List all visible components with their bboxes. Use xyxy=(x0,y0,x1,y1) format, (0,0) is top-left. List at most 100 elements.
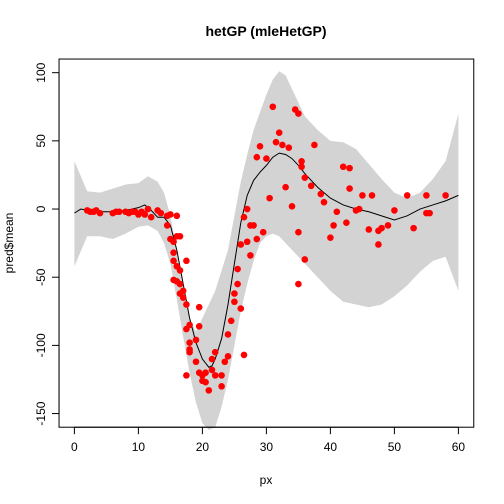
data-point xyxy=(195,303,203,311)
chart-title: hetGP (mleHetGP) xyxy=(205,23,326,39)
data-point xyxy=(359,192,366,199)
data-point xyxy=(224,352,232,360)
data-point xyxy=(346,185,353,192)
data-points xyxy=(83,103,449,394)
data-point xyxy=(403,192,411,199)
data-point xyxy=(211,348,219,356)
data-point xyxy=(195,322,203,330)
data-point xyxy=(378,224,385,232)
data-point xyxy=(250,222,257,229)
data-point xyxy=(202,369,209,376)
y-tick-label: -100 xyxy=(34,333,48,357)
data-point xyxy=(186,339,193,346)
data-point xyxy=(365,226,373,233)
y-axis-label: pred$mean xyxy=(2,213,16,274)
x-axis: 0 10 20 30 40 50 60 xyxy=(71,426,466,454)
data-point xyxy=(266,194,273,202)
data-point xyxy=(343,219,350,226)
data-point xyxy=(157,209,165,217)
x-tick-label: 20 xyxy=(196,440,210,454)
data-point xyxy=(339,163,347,171)
data-point xyxy=(231,298,238,306)
data-point xyxy=(183,325,190,333)
data-point xyxy=(96,209,104,217)
data-point xyxy=(275,129,283,136)
data-point xyxy=(295,228,302,236)
data-point xyxy=(218,382,225,390)
data-point xyxy=(426,209,433,217)
data-point xyxy=(272,138,280,146)
data-point xyxy=(295,110,302,117)
data-point xyxy=(208,355,216,363)
data-point xyxy=(221,358,229,366)
data-point xyxy=(259,228,267,236)
x-tick-label: 60 xyxy=(452,440,466,454)
y-tick-label: -50 xyxy=(34,268,48,286)
x-tick-label: 30 xyxy=(260,440,274,454)
data-point xyxy=(167,211,174,218)
data-point xyxy=(410,224,417,232)
data-point xyxy=(320,198,328,206)
x-tick-label: 40 xyxy=(324,440,338,454)
data-point xyxy=(269,103,277,111)
data-point xyxy=(205,387,213,394)
data-point xyxy=(147,213,155,221)
data-point xyxy=(186,348,193,356)
data-point xyxy=(263,155,270,162)
data-point xyxy=(301,256,309,263)
data-point xyxy=(311,141,318,149)
data-point xyxy=(243,205,251,213)
data-point xyxy=(375,241,382,248)
x-tick-label: 10 xyxy=(132,440,146,454)
data-point xyxy=(423,192,430,199)
data-point xyxy=(317,190,325,198)
data-point xyxy=(295,280,302,288)
data-point xyxy=(298,163,305,171)
data-point xyxy=(176,267,184,274)
data-point xyxy=(355,205,363,213)
data-point xyxy=(192,336,200,344)
data-point xyxy=(237,305,245,312)
data-point xyxy=(227,317,235,325)
data-point xyxy=(253,235,261,243)
data-point xyxy=(240,351,248,359)
data-point xyxy=(288,203,296,210)
data-point xyxy=(301,174,309,181)
band-polygon xyxy=(74,71,459,430)
data-point xyxy=(183,301,190,308)
data-point xyxy=(307,182,315,190)
data-point xyxy=(330,222,337,229)
data-point xyxy=(243,238,251,246)
y-axis: -150 -100 -50 0 50 100 xyxy=(34,62,60,426)
data-point xyxy=(256,143,264,150)
data-point xyxy=(442,192,449,199)
confidence-band xyxy=(74,71,459,430)
data-point xyxy=(224,331,232,338)
y-tick-label: 0 xyxy=(34,205,48,212)
data-point xyxy=(237,241,245,248)
data-point xyxy=(285,144,293,151)
data-point xyxy=(298,158,305,165)
y-tick-label: 50 xyxy=(34,134,48,148)
data-point xyxy=(253,153,261,161)
data-point xyxy=(208,366,216,374)
data-point xyxy=(327,234,334,241)
data-point xyxy=(173,212,181,220)
data-point xyxy=(368,192,376,199)
data-point xyxy=(231,290,238,297)
data-point xyxy=(211,372,219,379)
data-point xyxy=(282,183,289,191)
y-tick-label: -150 xyxy=(34,401,48,425)
data-point xyxy=(115,208,123,216)
data-point xyxy=(234,280,241,288)
data-point xyxy=(141,211,149,218)
data-point xyxy=(279,141,286,149)
data-point xyxy=(384,222,392,229)
data-point xyxy=(163,222,171,229)
data-point xyxy=(144,205,152,213)
data-point xyxy=(333,208,341,216)
data-point xyxy=(170,249,177,256)
data-point xyxy=(240,213,248,221)
y-tick-label: 100 xyxy=(34,62,48,82)
